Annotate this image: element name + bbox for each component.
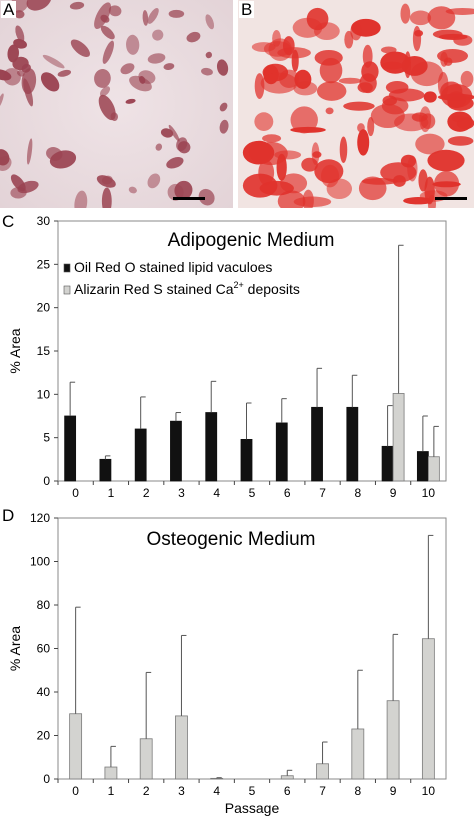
x-tick-label: 2 <box>143 486 150 500</box>
chart-osteogenic: 0 20 40 60 80 100 120 % Area 0 1 2 3 4 5 6 7 8 9 10 Passage… <box>7 511 447 816</box>
x-tick-label: 8 <box>354 486 361 500</box>
bar <box>69 713 83 780</box>
x-tick-label: 3 <box>178 784 185 798</box>
micrograph-b: B <box>238 0 474 208</box>
y-tick-label: 60 <box>37 642 51 656</box>
bar <box>104 766 118 780</box>
x-tick-label: 5 <box>249 486 256 500</box>
y-tick-label: 0 <box>43 474 50 488</box>
x-tick-label: 4 <box>213 486 220 500</box>
x-tick-label: 7 <box>319 784 326 798</box>
bar <box>139 738 153 780</box>
y-tick-label: 30 <box>37 214 51 228</box>
y-tick-label: 25 <box>37 257 51 271</box>
x-axis-label: Passage <box>225 800 280 816</box>
bar <box>346 406 359 482</box>
legend-swatch <box>63 263 71 273</box>
bar <box>386 700 400 780</box>
plot-frame <box>57 220 447 482</box>
bar <box>175 715 188 780</box>
x-tick-label: 5 <box>249 784 256 798</box>
plot-frame <box>57 517 447 780</box>
legend-label: Oil Red O stained lipid vaculoes <box>74 259 272 275</box>
x-tick-label: 0 <box>72 784 79 798</box>
scale-bar-b <box>435 197 467 200</box>
x-tick-label: 7 <box>319 486 326 500</box>
bar <box>311 406 323 482</box>
bar <box>134 428 147 482</box>
micrograph-a-image <box>0 0 233 208</box>
x-tick-label: 6 <box>284 486 291 500</box>
y-axis-label: % Area <box>7 328 23 373</box>
x-tick-label: 1 <box>108 784 115 798</box>
bar <box>280 775 294 780</box>
bar <box>210 777 224 780</box>
bar <box>64 415 77 482</box>
x-tick-label: 2 <box>143 784 150 798</box>
x-tick-label: 4 <box>213 784 220 798</box>
panel-label-b: B <box>239 0 255 19</box>
bar <box>170 420 182 482</box>
micrograph-b-image <box>238 0 474 208</box>
scale-bar-a <box>173 197 205 200</box>
x-tick-label: 9 <box>390 486 397 500</box>
y-tick-label: 100 <box>30 555 50 569</box>
chart-title: Adipogenic Medium <box>168 230 335 251</box>
bar <box>275 422 288 482</box>
bar <box>427 456 440 482</box>
bar <box>381 445 394 482</box>
chart-adipogenic: 0 5 10 15 20 25 30 % Area 0 1 2 3 4 5 6 7 8 9 10 Adipogenic… <box>7 214 447 500</box>
y-tick-label: 10 <box>37 387 51 401</box>
bar <box>240 438 253 482</box>
y-tick-label: 0 <box>43 772 50 786</box>
y-tick-label: 20 <box>37 301 51 315</box>
y-axis-label: % Area <box>7 626 23 671</box>
x-tick-label: 6 <box>284 784 291 798</box>
legend-swatch <box>63 285 71 295</box>
x-tick-label: 8 <box>354 784 361 798</box>
legend-label: Alizarin Red S stained Ca2+ deposits <box>74 280 300 297</box>
bar <box>421 638 435 780</box>
chart-title: Osteogenic Medium <box>147 529 316 550</box>
x-tick-label: 10 <box>422 784 436 798</box>
panel-label-d: D <box>2 506 15 525</box>
x-tick-label: 3 <box>178 486 185 500</box>
y-tick-label: 40 <box>37 685 51 699</box>
y-tick-label: 5 <box>43 431 50 445</box>
y-tick-label: 80 <box>37 598 51 612</box>
x-tick-label: 0 <box>72 486 79 500</box>
bar <box>416 451 429 482</box>
micrograph-a: A <box>0 0 233 208</box>
y-tick-label: 15 <box>37 344 51 358</box>
y-tick-label: 120 <box>30 511 50 525</box>
bar <box>392 393 405 482</box>
y-tick-label: 20 <box>37 729 51 743</box>
bar <box>316 763 329 780</box>
x-tick-label: 1 <box>108 486 115 500</box>
panel-label-c: C <box>2 212 15 231</box>
panel-label-a: A <box>1 0 17 19</box>
bar <box>99 458 112 482</box>
x-tick-label: 10 <box>422 486 436 500</box>
bar <box>205 412 218 482</box>
bar <box>351 728 365 780</box>
x-tick-label: 9 <box>390 784 397 798</box>
